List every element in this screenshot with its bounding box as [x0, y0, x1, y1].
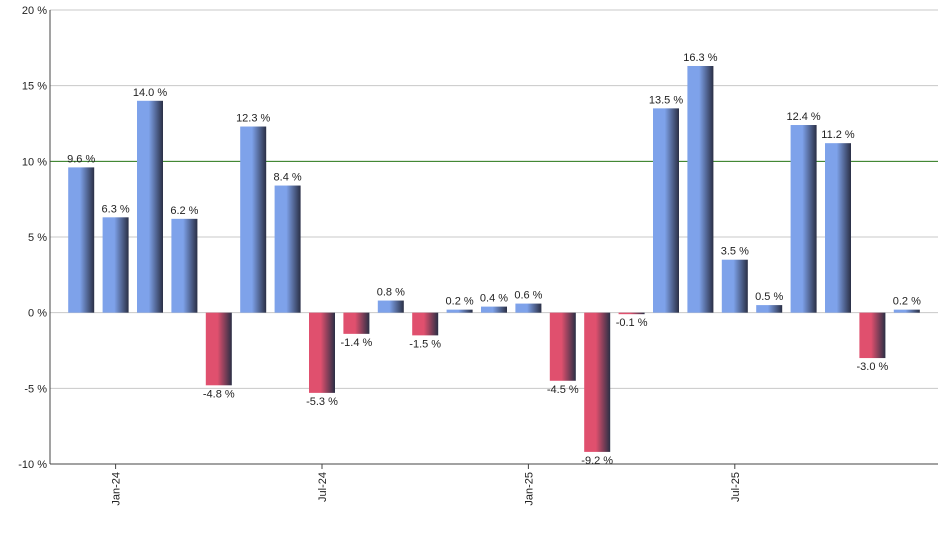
bar	[859, 312, 886, 359]
x-tick-label: Jul-24	[317, 472, 329, 502]
bar	[756, 305, 783, 313]
y-tick-label: -5 %	[24, 383, 47, 395]
bar	[343, 312, 370, 334]
bar	[893, 309, 920, 313]
value-label: 0.6 %	[514, 290, 542, 302]
bar	[481, 306, 507, 313]
y-tick-label: 10 %	[22, 156, 47, 168]
bar	[377, 300, 404, 313]
y-tick-label: 15 %	[22, 81, 47, 93]
value-label: -4.8 %	[203, 388, 235, 400]
value-label: -1.4 %	[341, 337, 373, 349]
x-tick-label: Jan-24	[111, 472, 123, 506]
bar	[171, 218, 198, 313]
y-tick-label: 20 %	[22, 5, 47, 17]
value-label: 12.4 %	[786, 111, 820, 123]
bar	[446, 309, 473, 313]
bar	[825, 143, 851, 313]
value-label: 0.8 %	[377, 287, 405, 299]
bar	[137, 100, 163, 313]
value-label: 0.2 %	[893, 296, 921, 308]
y-tick-label: 0 %	[28, 308, 47, 320]
bar	[102, 217, 129, 313]
bar	[618, 312, 645, 315]
bar	[790, 125, 817, 313]
value-label: -1.5 %	[409, 338, 441, 350]
value-label: 6.2 %	[170, 205, 198, 217]
bar	[274, 185, 301, 313]
bar	[205, 312, 232, 386]
value-label: -9.2 %	[581, 455, 613, 467]
value-label: 12.3 %	[236, 113, 270, 125]
value-label: 14.0 %	[133, 87, 167, 99]
value-label: -4.5 %	[547, 384, 579, 396]
y-tick-label: 5 %	[28, 232, 47, 244]
value-label: 13.5 %	[649, 94, 683, 106]
y-tick-label: -10 %	[18, 459, 47, 471]
value-label: 0.2 %	[446, 296, 474, 308]
value-label: -0.1 %	[616, 317, 648, 329]
bar	[653, 108, 679, 313]
value-label: -5.3 %	[306, 396, 338, 408]
bar	[309, 312, 335, 393]
value-label: 3.5 %	[721, 246, 749, 258]
value-label: 6.3 %	[102, 203, 130, 215]
value-label: 11.2 %	[821, 129, 855, 141]
bar	[549, 312, 576, 381]
bar	[68, 167, 95, 313]
bar	[721, 259, 748, 313]
value-label: 8.4 %	[274, 172, 302, 184]
value-label: -3.0 %	[857, 361, 889, 373]
value-label: 9.6 %	[67, 153, 95, 165]
bar	[240, 126, 267, 313]
bar	[412, 312, 439, 336]
bar	[687, 65, 714, 313]
bar	[584, 312, 611, 452]
x-tick-label: Jul-25	[730, 472, 742, 502]
bar	[515, 303, 542, 313]
value-label: 0.5 %	[755, 291, 783, 303]
value-label: 0.4 %	[480, 293, 508, 305]
x-tick-label: Jan-25	[523, 472, 535, 506]
value-label: 16.3 %	[683, 52, 717, 64]
